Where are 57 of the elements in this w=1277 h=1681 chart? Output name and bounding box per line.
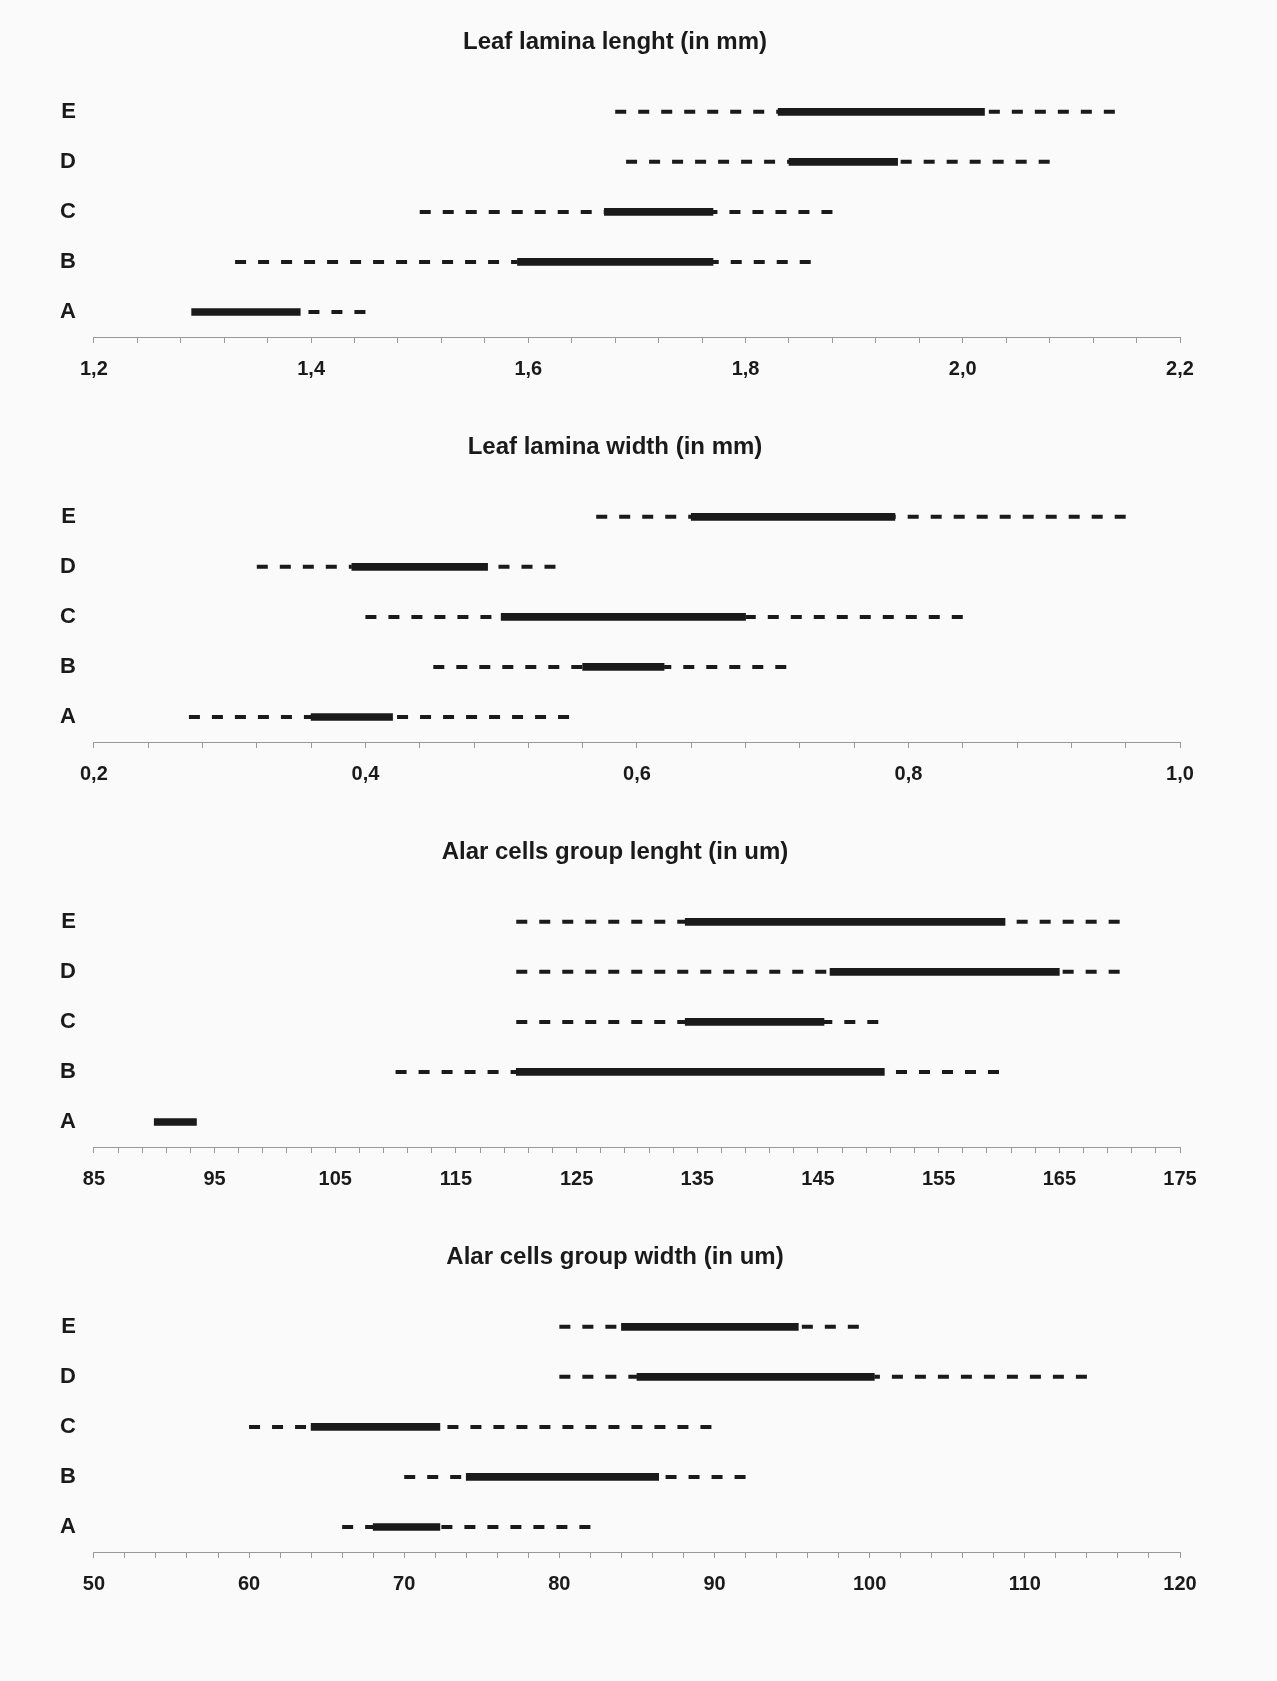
- y-tick-label: E: [61, 97, 76, 123]
- bar: [191, 308, 301, 316]
- y-tick-label: D: [60, 147, 76, 173]
- x-tick-label: 115: [439, 1166, 473, 1189]
- y-tick-label: A: [60, 1513, 76, 1539]
- y-tick-label: D: [60, 957, 76, 983]
- x-tick-label: 135: [680, 1166, 714, 1189]
- y-tick-label: B: [60, 653, 76, 678]
- y-tick-label: E: [61, 502, 76, 528]
- y-tick-label: C: [60, 1412, 76, 1438]
- chart-title: Leaf lamina lenght (in mm): [462, 27, 768, 55]
- x-tick-label: 1,0: [1166, 761, 1194, 784]
- y-tick-label: A: [60, 703, 76, 729]
- y-tick-label: B: [60, 248, 76, 273]
- x-tick-label: 2,0: [948, 356, 977, 379]
- y-tick-label: D: [60, 552, 76, 578]
- x-tick-label: 60: [237, 1571, 261, 1594]
- x-tick-label: 80: [548, 1571, 571, 1594]
- y-tick-label: A: [60, 1108, 76, 1134]
- x-tick-label: 0,8: [894, 761, 923, 784]
- x-tick-label: 1,8: [731, 356, 760, 379]
- y-tick-label: C: [60, 197, 76, 223]
- x-tick-label: 145: [801, 1166, 835, 1189]
- x-tick-label: 120: [1163, 1571, 1197, 1594]
- x-tick-label: 1,6: [514, 356, 543, 379]
- x-tick-label: 0,4: [351, 761, 381, 784]
- x-tick-label: 1,2: [79, 356, 108, 379]
- x-tick-label: 0,2: [79, 761, 108, 784]
- x-tick-label: 155: [921, 1166, 956, 1189]
- bar: [153, 1118, 197, 1126]
- x-tick-label: 100: [852, 1571, 887, 1594]
- x-tick-label: 1,4: [297, 356, 326, 379]
- bar: [465, 1473, 659, 1481]
- x-tick-label: 125: [559, 1166, 594, 1189]
- chart-title: Leaf lamina width (in mm): [467, 432, 763, 460]
- x-tick-label: 70: [393, 1571, 416, 1594]
- y-tick-label: E: [61, 907, 76, 933]
- x-tick-label: 95: [203, 1166, 226, 1189]
- x-tick-label: 50: [82, 1571, 106, 1594]
- y-tick-label: C: [60, 1007, 76, 1033]
- x-tick-label: 90: [703, 1571, 726, 1594]
- y-tick-label: C: [60, 602, 76, 628]
- x-tick-label: 0,6: [623, 761, 651, 784]
- x-tick-label: 110: [1008, 1571, 1041, 1594]
- chart-title: Alar cells group width (in um): [446, 1242, 784, 1270]
- bar: [310, 1423, 441, 1431]
- y-tick-label: B: [60, 1463, 76, 1488]
- x-tick-label: 2,2: [1166, 356, 1194, 379]
- y-tick-label: B: [60, 1058, 76, 1083]
- y-tick-label: E: [61, 1312, 76, 1338]
- x-tick-label: 85: [82, 1166, 106, 1189]
- chart-title: Alar cells group lenght (in um): [441, 837, 789, 865]
- x-tick-label: 175: [1163, 1166, 1197, 1189]
- y-tick-label: A: [60, 298, 76, 324]
- x-tick-label: 165: [1042, 1166, 1077, 1189]
- x-tick-label: 105: [318, 1166, 352, 1189]
- y-tick-label: D: [60, 1362, 76, 1388]
